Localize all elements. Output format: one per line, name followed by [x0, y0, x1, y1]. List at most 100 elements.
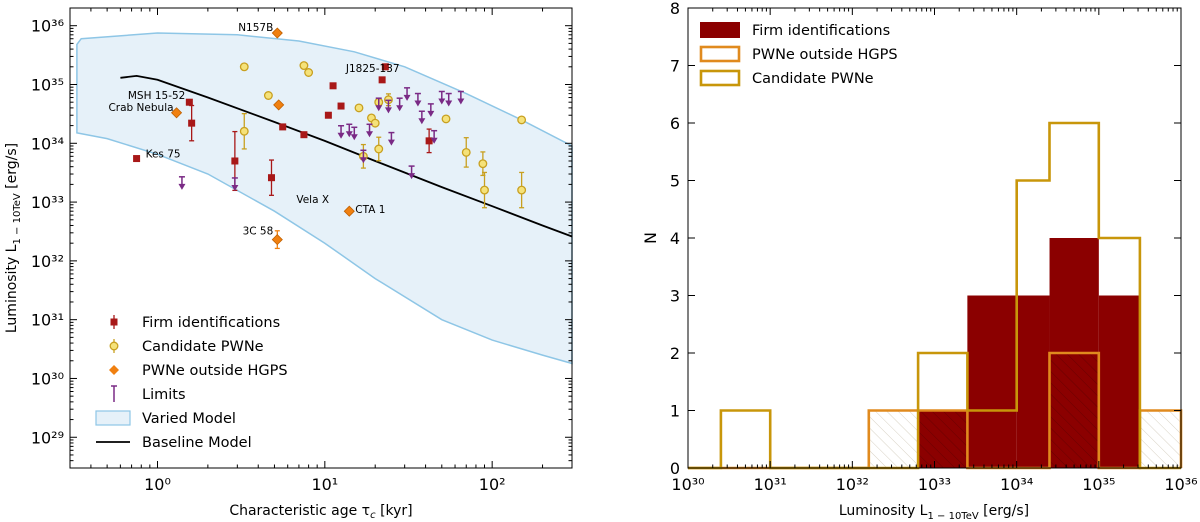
- candidate-point: [239, 126, 249, 136]
- firm-id-point: [185, 98, 193, 106]
- y-tick-label: 8: [670, 0, 680, 18]
- x-tick-label: 10³⁶: [1164, 475, 1197, 494]
- legend-entry-label: Candidate PWNe: [142, 339, 264, 355]
- legend-firm-marker: [110, 318, 118, 326]
- limit-arrow: [345, 131, 353, 138]
- outside-hatch-fill: [918, 410, 968, 468]
- limit-arrow: [359, 157, 367, 164]
- legend-entry-label: Limits: [142, 387, 186, 403]
- annotation-label: N157B: [238, 22, 273, 34]
- y-tick-label: 7: [670, 57, 680, 76]
- y-tick-label: 1: [670, 402, 680, 421]
- right-x-axis-label: Luminosity L1 − 10TeV [erg/s]: [839, 503, 1029, 522]
- candidate-point: [354, 103, 364, 113]
- y-tick-label: 10³²: [31, 252, 64, 271]
- candidate-point: [517, 115, 527, 125]
- legend-entry-label: Candidate PWNe: [752, 71, 874, 87]
- limit-arrow: [178, 183, 186, 190]
- left-x-axis-label: Characteristic age τc [kyr]: [229, 503, 412, 521]
- outside-hgps-point: [170, 107, 183, 119]
- firm-histogram-bar: [967, 295, 1017, 468]
- left-chart-panel: N157B Crab Nebula CTA 1 3C 58 J1825-137 MSH 1…: [4, 7, 573, 521]
- legend-entry-label: Baseline Model: [142, 435, 252, 451]
- limit-arrow: [457, 98, 465, 105]
- outside-hatch-fill: [1139, 410, 1181, 468]
- firm-id-point: [188, 119, 196, 127]
- outside-hgps-point: [271, 27, 283, 39]
- legend-swatch: [699, 45, 741, 63]
- limit-arrow: [418, 118, 426, 125]
- annotation-label: Vela X: [296, 194, 329, 206]
- y-tick-label: 10³⁰: [31, 369, 64, 388]
- x-tick-label: 10³²: [836, 475, 869, 494]
- y-tick-label: 10³¹: [31, 311, 64, 330]
- legend-candidate-marker: [109, 341, 119, 351]
- candidate-point: [374, 144, 384, 154]
- y-tick-label: 10³⁶: [31, 17, 64, 36]
- limit-arrow: [408, 173, 416, 180]
- annotation-label: MSH 15-52: [128, 90, 185, 102]
- limit-arrow: [438, 98, 446, 105]
- x-tick-label: 10³⁴: [1000, 475, 1033, 494]
- y-tick-label: 10³⁴: [31, 134, 64, 153]
- y-tick-label: 10³³: [31, 193, 64, 212]
- baseline-model-line: [120, 74, 573, 238]
- right-plot-area: [688, 121, 1183, 470]
- limit-arrow: [414, 100, 422, 107]
- candidate-point: [441, 114, 451, 124]
- annotation-label: CTA 1: [355, 204, 385, 216]
- firm-id-point: [231, 157, 239, 165]
- legend-swatch: [699, 69, 741, 87]
- outside-hatch-fill: [868, 410, 919, 468]
- y-tick-label: 10²⁹: [31, 428, 64, 447]
- candidate-point: [263, 91, 273, 100]
- legend-band-swatch: [95, 410, 131, 426]
- limit-arrow: [337, 132, 345, 139]
- limit-arrow: [403, 94, 411, 101]
- limit-arrow: [366, 131, 374, 138]
- limit-arrow: [350, 134, 358, 141]
- limit-arrow: [396, 105, 404, 112]
- y-tick-label: 4: [670, 229, 680, 248]
- firm-id-point: [329, 82, 337, 90]
- x-tick-label: 10²: [479, 475, 506, 494]
- x-tick-label: 10³⁵: [1082, 475, 1115, 494]
- legend-entry-label: PWNe outside HGPS: [142, 363, 288, 379]
- x-tick-label: 10³⁰: [671, 475, 704, 494]
- firm-histogram-bar: [1016, 295, 1050, 468]
- legend-entry-label: Varied Model: [142, 411, 236, 427]
- left-legend: Firm identifications Candidate PWNe PWNe o…: [95, 315, 288, 451]
- outside-hgps-point: [273, 99, 285, 111]
- x-tick-label: 10¹: [311, 475, 338, 494]
- firm-id-point: [324, 111, 332, 119]
- left-y-axis-label: Luminosity L1 − 10TeV [erg/s]: [4, 143, 23, 333]
- limit-arrow: [384, 107, 392, 114]
- annotation-label: J1825-137: [345, 63, 400, 75]
- candidate-point: [478, 159, 488, 169]
- annotation-label: 3C 58: [243, 226, 274, 238]
- firm-id-point: [425, 137, 433, 145]
- candidate-point: [480, 185, 489, 195]
- outside-hgps-point: [343, 205, 355, 217]
- annotation-label: Crab Nebula: [108, 102, 173, 114]
- firm-id-point: [337, 102, 345, 110]
- y-tick-label: 6: [670, 114, 680, 133]
- limit-arrow: [231, 184, 239, 191]
- legend-swatch: [700, 22, 740, 38]
- limit-arrow: [387, 139, 395, 146]
- candidate-point: [239, 62, 249, 72]
- firm-id-point: [133, 155, 141, 163]
- y-tick-label: 0: [670, 459, 680, 478]
- candidate-pwne-step: [688, 121, 1181, 470]
- candidate-point: [370, 118, 380, 128]
- right-y-axis-label: N: [641, 232, 660, 244]
- limit-arrow: [445, 100, 453, 107]
- y-tick-label: 10³⁵: [31, 75, 64, 94]
- x-tick-label: 10³³: [918, 475, 951, 494]
- limit-arrow: [430, 137, 438, 144]
- outside-hgps-point: [271, 234, 283, 246]
- firm-histogram-bar: [1098, 295, 1140, 468]
- outside-hatch-fill: [1049, 353, 1099, 468]
